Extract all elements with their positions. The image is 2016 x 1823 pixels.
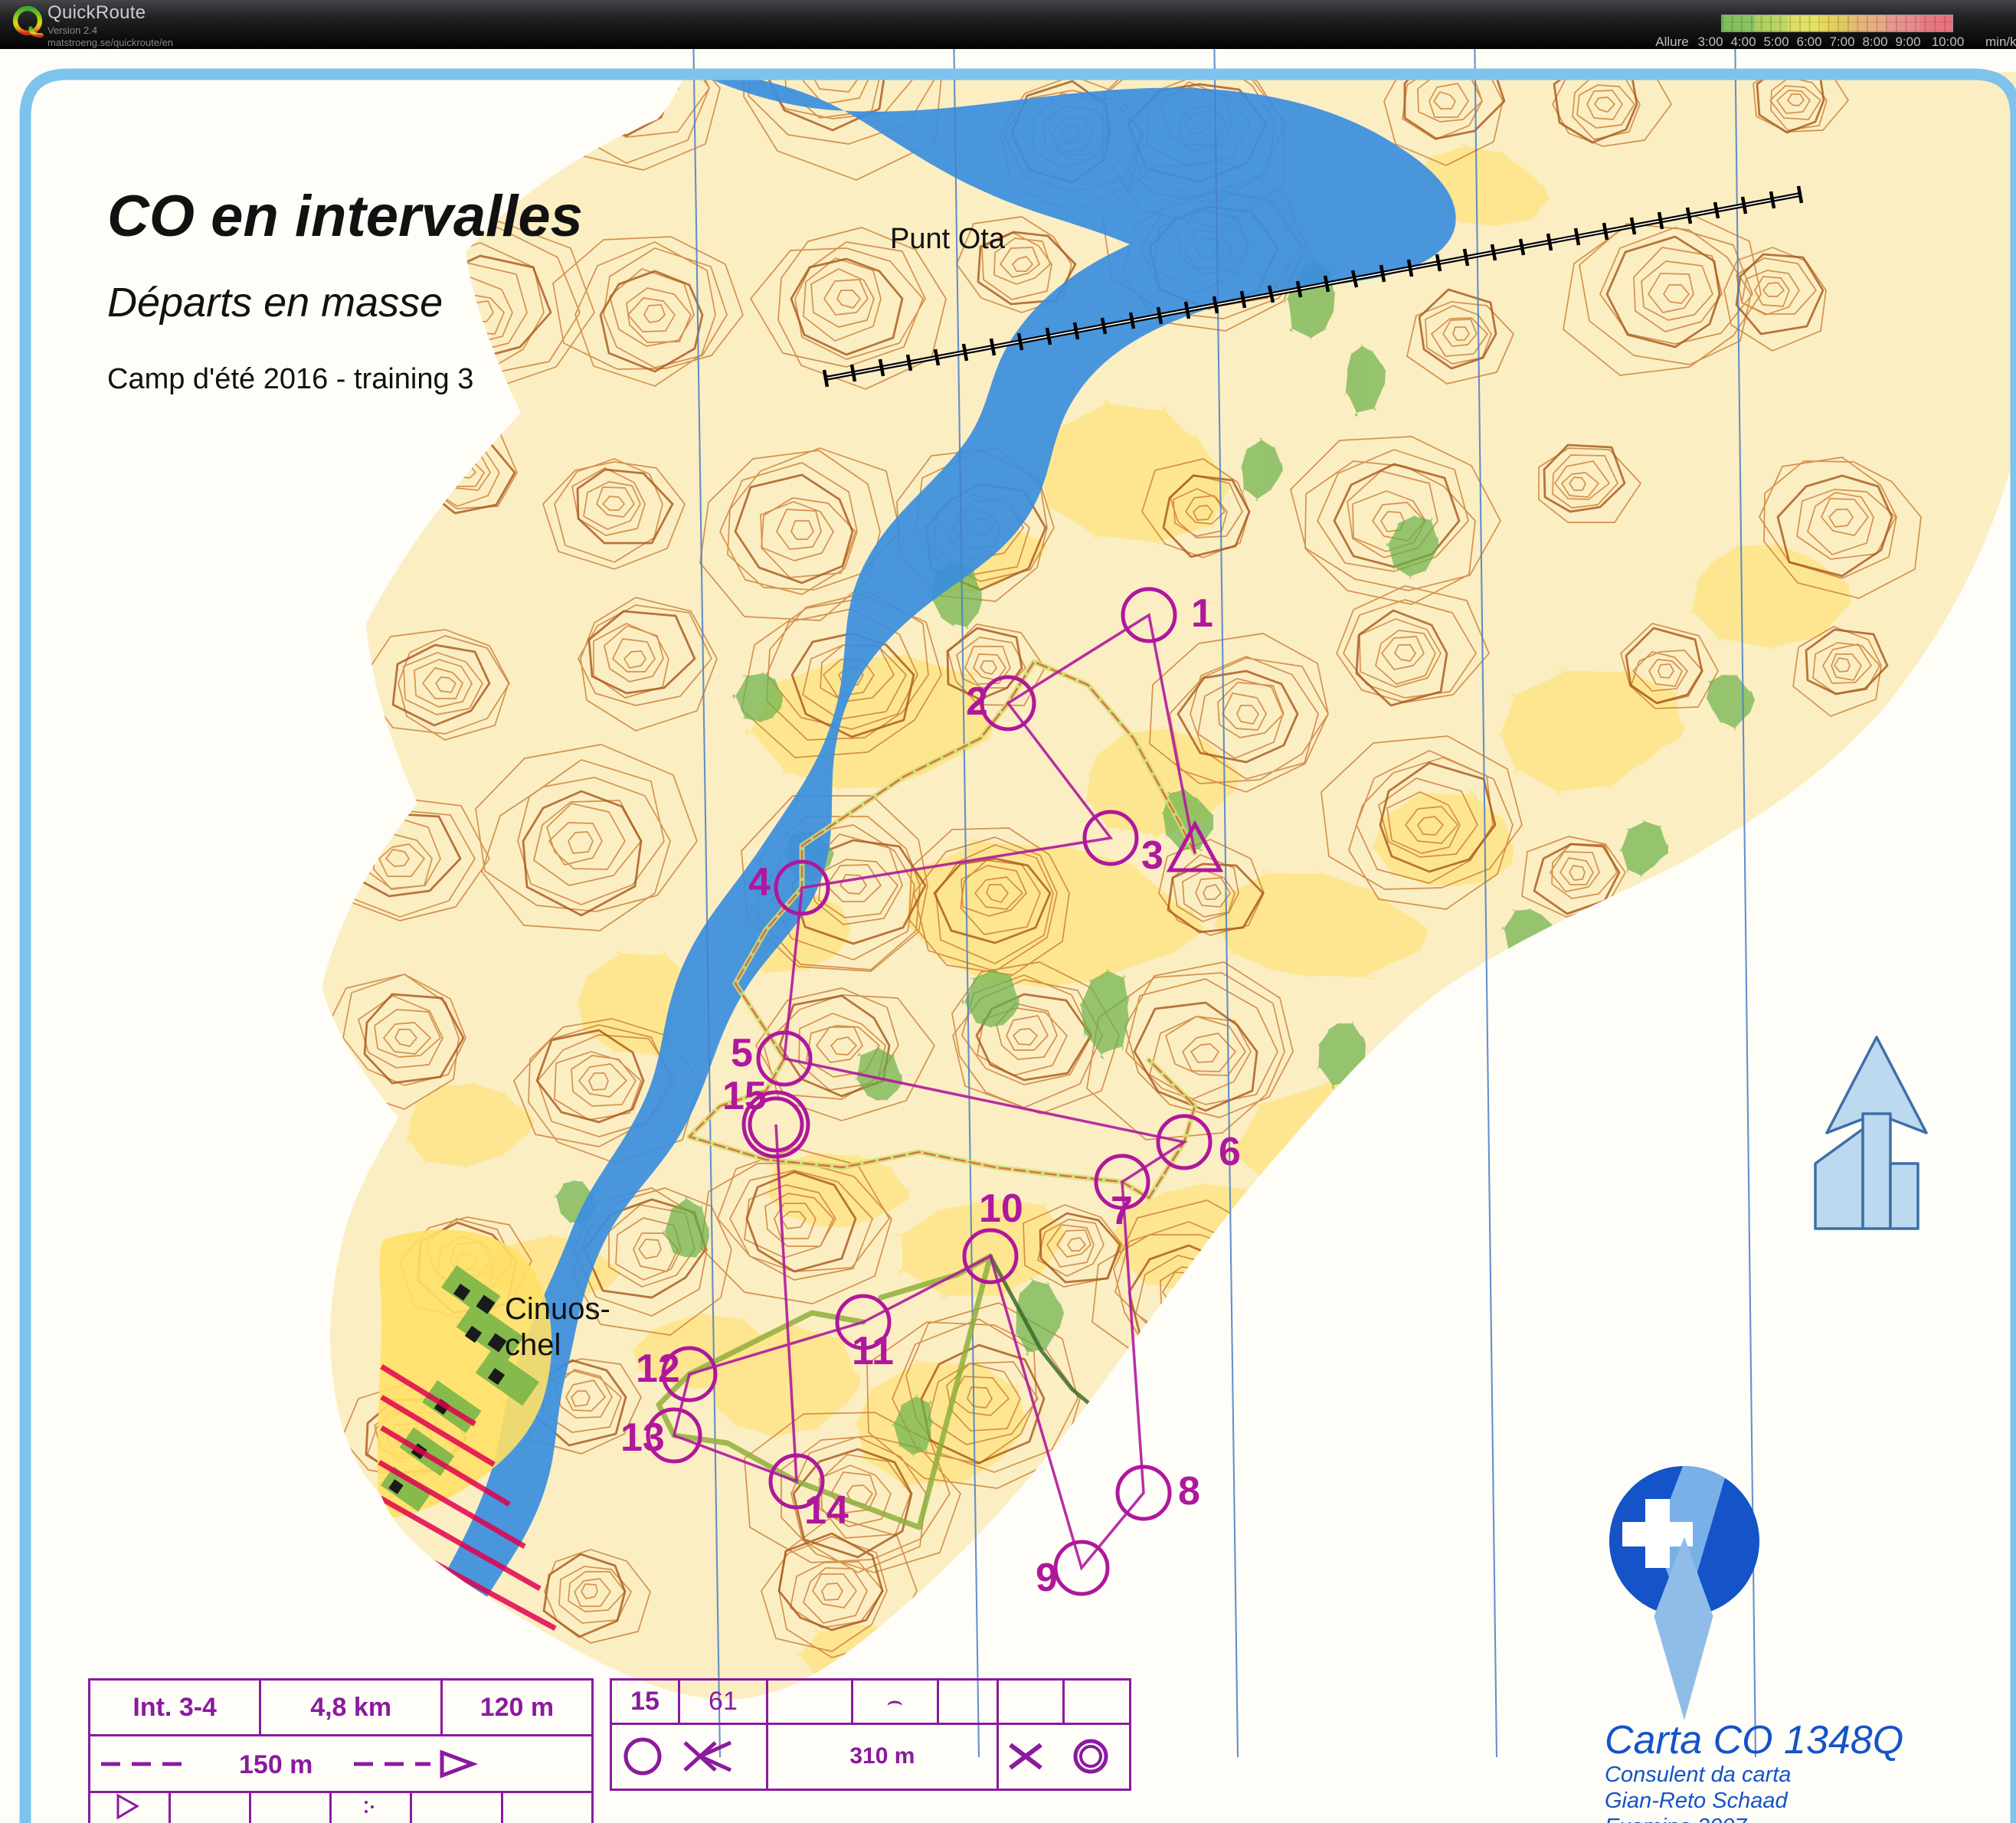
svg-text:2: 2	[966, 679, 988, 724]
svg-text:9: 9	[1036, 1556, 1058, 1600]
svg-text:6: 6	[1219, 1130, 1241, 1174]
svg-text:15: 15	[722, 1074, 767, 1118]
svg-text:14: 14	[804, 1488, 849, 1533]
svg-text:8: 8	[1178, 1469, 1200, 1514]
svg-text:4: 4	[748, 860, 771, 905]
svg-text:150 m: 150 m	[239, 1750, 313, 1779]
svg-text:Punt Ota: Punt Ota	[890, 223, 1006, 255]
svg-text:chel: chel	[505, 1328, 561, 1362]
svg-text:1: 1	[1191, 591, 1213, 636]
svg-text:Cinuos-: Cinuos-	[505, 1292, 610, 1326]
svg-text:Examino 2007: Examino 2007	[1605, 1815, 1748, 1823]
svg-text:11: 11	[852, 1329, 894, 1373]
svg-text:Consulent da carta: Consulent da carta	[1605, 1762, 1791, 1787]
svg-text:Carta CO 1348Q: Carta CO 1348Q	[1605, 1718, 1903, 1762]
svg-text:7: 7	[1111, 1189, 1133, 1233]
svg-text:12: 12	[636, 1347, 680, 1391]
svg-text:13: 13	[620, 1416, 665, 1460]
svg-text:5: 5	[731, 1031, 753, 1075]
svg-text:10: 10	[979, 1186, 1023, 1231]
svg-text:Gian-Reto Schaad: Gian-Reto Schaad	[1605, 1789, 1788, 1813]
svg-text:3: 3	[1141, 833, 1163, 878]
